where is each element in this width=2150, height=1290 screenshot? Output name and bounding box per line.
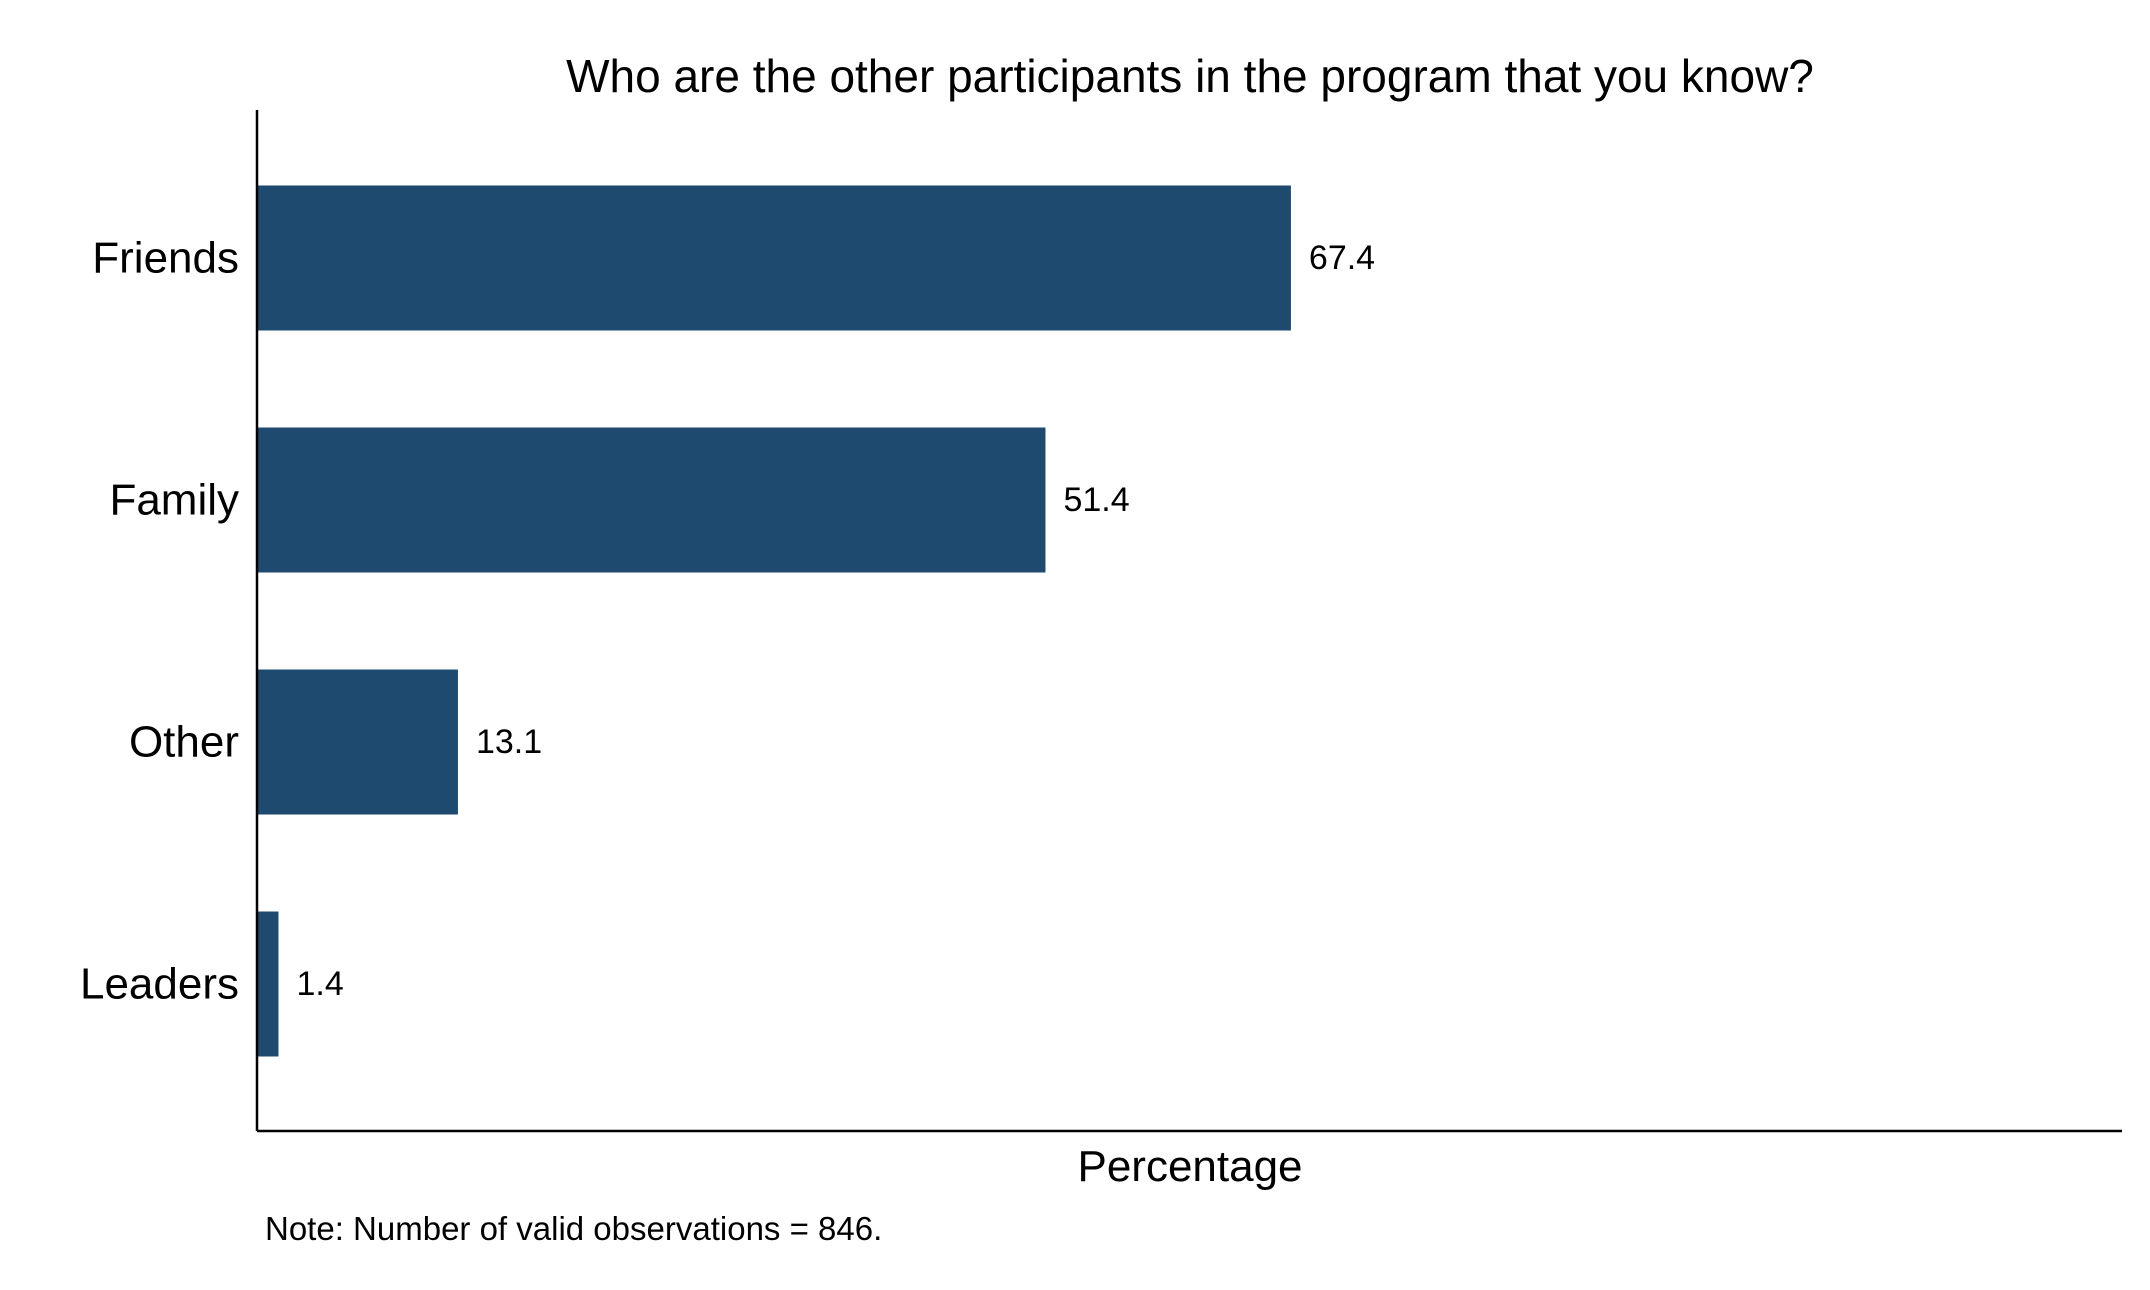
value-label-family: 51.4 bbox=[1063, 481, 1129, 519]
category-label-leaders: Leaders bbox=[80, 960, 239, 1009]
value-label-leaders: 1.4 bbox=[296, 965, 343, 1003]
value-label-friends: 67.4 bbox=[1309, 239, 1375, 277]
bar-friends bbox=[257, 185, 1291, 331]
value-label-other: 13.1 bbox=[476, 723, 542, 761]
bars-group: Friends 67.4 Family 51.4 Other 13.1 Leaders 1.4 bbox=[80, 185, 1375, 1057]
bar-leaders bbox=[257, 911, 279, 1057]
category-label-other: Other bbox=[129, 718, 239, 767]
chart-title: Who are the other participants in the pr… bbox=[566, 50, 1814, 102]
chart-note: Note: Number of valid observations = 846… bbox=[265, 1210, 882, 1247]
bar-other bbox=[257, 669, 458, 815]
category-label-friends: Friends bbox=[92, 234, 239, 283]
x-axis-label: Percentage bbox=[1077, 1142, 1302, 1191]
category-label-family: Family bbox=[109, 476, 239, 525]
bar-family bbox=[257, 427, 1046, 573]
